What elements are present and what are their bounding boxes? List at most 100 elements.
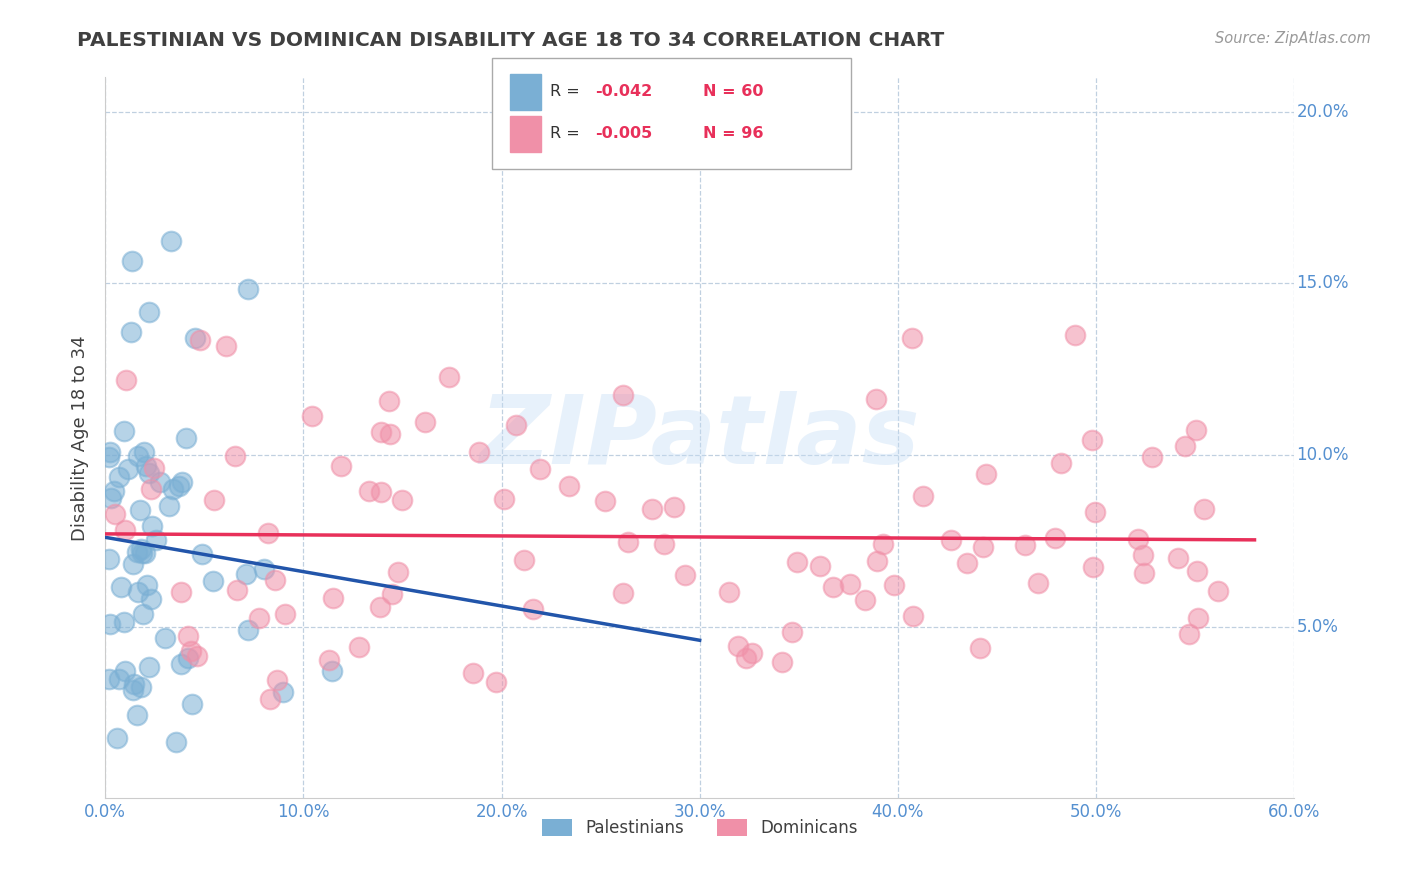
Point xyxy=(186,649,208,664)
Point xyxy=(413,415,436,429)
Point xyxy=(177,651,200,665)
Point xyxy=(112,615,135,629)
Point xyxy=(177,629,200,643)
Point xyxy=(673,568,696,582)
Point xyxy=(169,585,191,599)
Point xyxy=(138,305,160,319)
Point xyxy=(939,533,962,548)
Point xyxy=(391,493,413,508)
Text: 15.0%: 15.0% xyxy=(1296,275,1348,293)
Point xyxy=(865,554,887,568)
Point xyxy=(770,655,793,669)
Point xyxy=(1081,433,1104,447)
Point xyxy=(131,546,153,560)
Bar xyxy=(510,74,541,110)
Point xyxy=(901,331,924,345)
Point xyxy=(1083,505,1105,519)
Point xyxy=(131,607,153,622)
Point xyxy=(253,561,276,575)
Point xyxy=(259,691,281,706)
Point xyxy=(378,427,401,442)
Point xyxy=(378,394,401,409)
Point xyxy=(969,640,991,655)
Point xyxy=(347,640,370,655)
Point xyxy=(974,467,997,482)
Text: N = 60: N = 60 xyxy=(703,85,763,99)
Point xyxy=(1185,565,1208,579)
Point xyxy=(612,388,634,402)
Point xyxy=(741,646,763,660)
Point xyxy=(357,484,380,499)
Point xyxy=(883,578,905,592)
Point xyxy=(823,580,845,594)
Point xyxy=(387,565,409,579)
Point xyxy=(174,431,197,445)
Point xyxy=(1140,450,1163,464)
Point xyxy=(129,680,152,694)
Point xyxy=(188,333,211,347)
Point xyxy=(1185,423,1208,437)
Point xyxy=(121,557,143,571)
Point xyxy=(127,449,149,463)
Point xyxy=(301,409,323,424)
Text: 5.0%: 5.0% xyxy=(1296,617,1339,635)
Point xyxy=(141,592,163,607)
Text: PALESTINIAN VS DOMINICAN DISABILITY AGE 18 TO 34 CORRELATION CHART: PALESTINIAN VS DOMINICAN DISABILITY AGE … xyxy=(77,31,945,50)
Point xyxy=(512,553,534,567)
Point xyxy=(912,490,935,504)
Y-axis label: Disability Age 18 to 34: Disability Age 18 to 34 xyxy=(72,335,89,541)
Point xyxy=(612,586,634,600)
Point xyxy=(162,482,184,496)
Point xyxy=(114,374,136,388)
Point xyxy=(181,697,204,711)
Point xyxy=(191,547,214,561)
Point xyxy=(786,555,808,569)
Point xyxy=(654,537,676,551)
Point xyxy=(132,444,155,458)
Point xyxy=(104,507,127,521)
Point xyxy=(370,485,392,500)
Text: -0.042: -0.042 xyxy=(595,85,652,99)
Point xyxy=(235,566,257,581)
Point xyxy=(1126,532,1149,546)
Point xyxy=(1206,584,1229,599)
Point xyxy=(717,585,740,599)
Point xyxy=(808,558,831,573)
Point xyxy=(266,673,288,687)
Point xyxy=(202,574,225,589)
Point xyxy=(125,708,148,723)
Point xyxy=(149,475,172,490)
Point xyxy=(322,591,344,606)
Point xyxy=(143,461,166,475)
Text: ZIPatlas: ZIPatlas xyxy=(479,392,920,484)
Point xyxy=(494,491,516,506)
Point xyxy=(108,470,131,484)
Point xyxy=(184,331,207,345)
Point xyxy=(105,731,128,746)
Point xyxy=(138,660,160,674)
Point xyxy=(135,458,157,473)
Point xyxy=(439,370,461,384)
Point xyxy=(129,541,152,556)
Point xyxy=(865,392,887,406)
Point xyxy=(1083,560,1105,574)
Point xyxy=(98,450,121,464)
Point xyxy=(1014,538,1036,552)
Point xyxy=(273,685,295,699)
Point xyxy=(1177,627,1199,641)
Point xyxy=(100,491,122,506)
Point xyxy=(593,494,616,508)
Point xyxy=(98,672,121,686)
Point xyxy=(641,501,664,516)
Point xyxy=(558,479,581,493)
Point xyxy=(117,462,139,476)
Point xyxy=(128,503,150,517)
Point xyxy=(114,524,136,538)
Point xyxy=(370,425,392,439)
Text: 20.0%: 20.0% xyxy=(1296,103,1348,120)
Point xyxy=(381,586,404,600)
Point xyxy=(108,673,131,687)
Legend: Palestinians, Dominicans: Palestinians, Dominicans xyxy=(534,813,865,844)
Point xyxy=(1187,611,1209,625)
Point xyxy=(264,574,287,588)
